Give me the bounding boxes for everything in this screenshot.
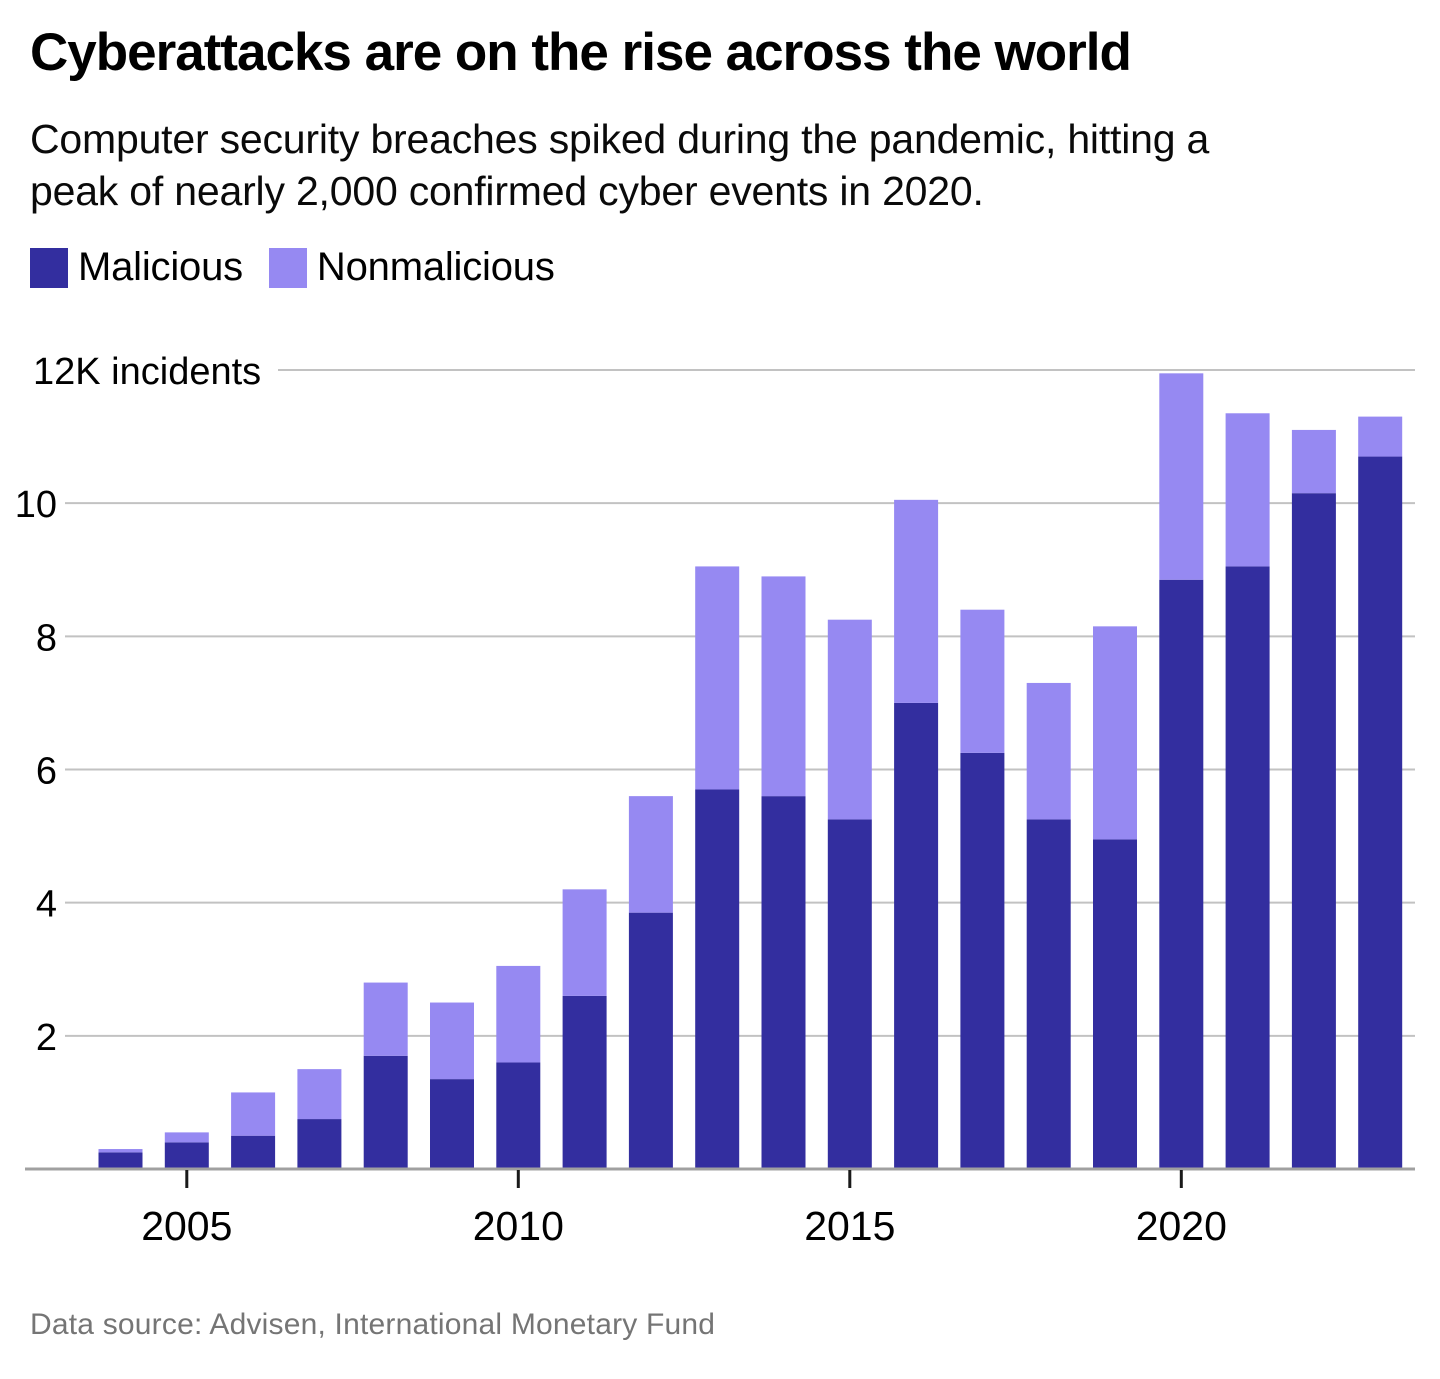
bar-nonmalicious-2020 [1159,373,1204,580]
bar-malicious-2008 [363,1055,408,1169]
bar-malicious-2006 [231,1135,276,1169]
bar-malicious-2005 [164,1142,209,1169]
bar-nonmalicious-2021 [1225,413,1270,567]
bar-nonmalicious-2019 [1093,626,1137,840]
x-axis-tick-label-2015: 2015 [804,1203,895,1249]
bar-nonmalicious-2018 [1026,682,1071,820]
bar-nonmalicious-2004 [98,1149,143,1153]
bar-malicious-2019 [1093,839,1137,1169]
bar-malicious-2018 [1026,819,1071,1169]
bar-malicious-2023 [1358,456,1403,1169]
legend-label-nonmalicious: Nonmalicious [316,245,555,289]
subtitle-line-1: Computer security breaches spiked during… [30,116,1210,162]
bar-nonmalicious-2007 [297,1069,342,1120]
bar-malicious-2014 [761,796,806,1169]
bar-nonmalicious-2014 [761,576,806,797]
bar-nonmalicious-2008 [363,982,408,1056]
y-axis-tick-label-10: 10 [15,484,57,526]
bar-nonmalicious-2006 [231,1092,276,1136]
bar-malicious-2012 [628,912,673,1169]
y-axis-tick-label-2: 2 [36,1017,57,1059]
y-axis-top-label: 12K incidents [33,351,261,393]
bar-malicious-2016 [894,702,939,1169]
bar-nonmalicious-2012 [628,796,673,913]
bar-malicious-2013 [695,789,740,1169]
bar-nonmalicious-2023 [1358,416,1403,457]
bar-malicious-2009 [430,1079,474,1169]
bar-nonmalicious-2011 [562,889,607,996]
bar-nonmalicious-2022 [1291,429,1336,494]
bar-nonmalicious-2017 [960,609,1005,753]
x-axis-tick-label-2005: 2005 [141,1203,232,1249]
y-axis-tick-label-6: 6 [36,751,57,793]
legend-swatch-malicious [30,247,68,288]
bar-malicious-2020 [1159,579,1204,1169]
legend-label-malicious: Malicious [78,245,243,289]
bar-nonmalicious-2005 [164,1132,209,1143]
bar-malicious-2010 [496,1062,541,1169]
bar-nonmalicious-2015 [827,619,872,820]
bar-malicious-2017 [960,752,1005,1169]
bar-malicious-2015 [827,819,872,1169]
bar-nonmalicious-2016 [894,499,939,703]
bar-nonmalicious-2010 [496,965,541,1063]
x-axis-tick-label-2010: 2010 [473,1203,564,1249]
chart-legend: Malicious Nonmalicious [30,245,555,290]
legend-item-malicious: Malicious [30,245,243,290]
bar-nonmalicious-2009 [430,1002,474,1080]
legend-swatch-nonmalicious [268,247,307,288]
subtitle-line-2: peak of nearly 2,000 confirmed cyber eve… [30,168,984,214]
data-source: Data source: Advisen, International Mone… [30,1308,716,1341]
x-axis-tick-label-2020: 2020 [1136,1203,1227,1249]
bar-malicious-2011 [562,995,607,1169]
bar-nonmalicious-2013 [695,566,740,790]
chart-title: Cyberattacks are on the rise across the … [30,23,1132,82]
bar-malicious-2004 [98,1152,143,1169]
y-axis-tick-label-4: 4 [36,884,57,926]
bar-malicious-2022 [1291,493,1336,1169]
legend-item-nonmalicious: Nonmalicious [268,245,555,290]
y-axis-tick-label-8: 8 [36,617,57,659]
bar-malicious-2021 [1225,566,1270,1169]
chart-subtitle: Computer security breaches spiked during… [30,113,1209,217]
bar-malicious-2007 [297,1119,342,1169]
